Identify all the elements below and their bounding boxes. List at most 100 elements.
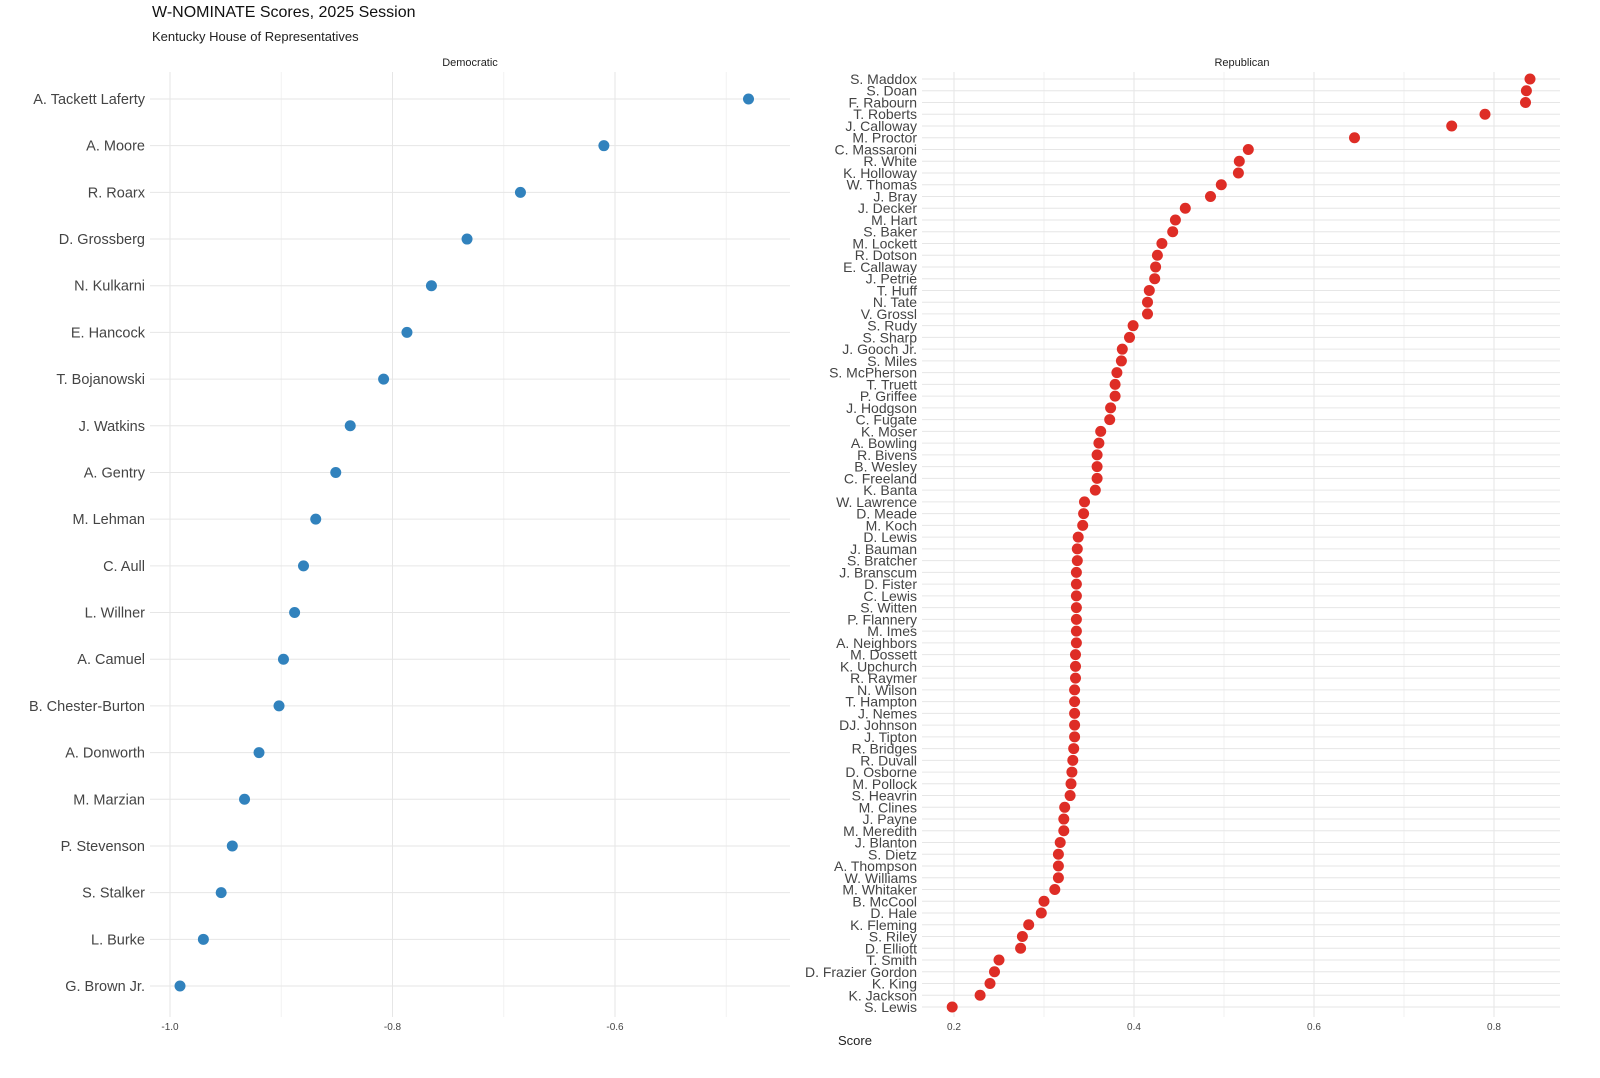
score-point xyxy=(1093,437,1105,449)
score-point xyxy=(993,954,1005,966)
score-point xyxy=(1151,249,1163,261)
legislator-name-label: D. Hale xyxy=(870,905,917,921)
score-point xyxy=(1349,132,1360,144)
score-point xyxy=(1069,696,1081,708)
legislator-name-label: S. Bratcher xyxy=(847,553,917,569)
legislator-name-label: D. Meade xyxy=(856,506,917,522)
score-point xyxy=(1070,578,1082,590)
score-point xyxy=(215,887,227,899)
score-point xyxy=(1069,719,1081,731)
score-point xyxy=(1115,355,1127,367)
score-point xyxy=(1070,590,1082,602)
legislator-name-label: A. Tackett Laferty xyxy=(33,92,146,108)
legislator-name-label: M. Whitaker xyxy=(842,882,917,898)
legislator-name-label: M. Marzian xyxy=(73,792,145,808)
legislator-name-label: M. Lockett xyxy=(852,235,917,251)
score-point xyxy=(1167,226,1179,238)
score-point xyxy=(598,140,610,152)
score-point xyxy=(1054,837,1066,849)
legislator-name-label: T. Truett xyxy=(866,376,917,392)
score-point xyxy=(310,513,322,525)
legislator-name-label: C. Fugate xyxy=(856,412,918,428)
legislator-name-label: D. Osborne xyxy=(845,764,917,780)
score-point xyxy=(1105,402,1117,414)
legislator-name-label: K. Holloway xyxy=(843,165,917,181)
legislator-name-label: L. Burke xyxy=(91,932,145,948)
score-point xyxy=(1104,414,1116,426)
score-point xyxy=(1052,872,1064,884)
legislator-name-label: J. Hodgson xyxy=(846,400,917,416)
legislator-name-label: S. Sharp xyxy=(863,329,918,345)
score-point xyxy=(1142,296,1153,308)
legislator-name-label: B. McCool xyxy=(852,893,917,909)
legislator-name-label: T. Huff xyxy=(877,282,917,298)
score-point xyxy=(1091,472,1103,484)
legislator-name-label: S. Witten xyxy=(860,600,917,616)
legislator-name-label: A. Donworth xyxy=(65,746,145,762)
legislator-name-label: J. Decker xyxy=(858,200,917,216)
score-point xyxy=(1520,85,1532,97)
x-tick-label: 0.6 xyxy=(1307,1022,1321,1033)
legislator-name-label: J. Gooch Jr. xyxy=(842,341,917,357)
legislator-name-label: E. Hancock xyxy=(71,325,146,341)
legislator-name-label: D. Elliott xyxy=(865,940,917,956)
legislator-name-label: J. Bauman xyxy=(850,541,917,557)
score-point xyxy=(1232,167,1244,179)
legislator-name-label: R. Duvall xyxy=(860,752,917,768)
score-point xyxy=(1052,848,1064,860)
score-point xyxy=(1446,120,1458,132)
score-point xyxy=(1058,813,1070,825)
x-tick-label: -1.0 xyxy=(161,1022,179,1033)
score-point xyxy=(1069,684,1081,696)
score-point xyxy=(197,933,209,945)
score-point xyxy=(1091,461,1103,473)
score-point xyxy=(1065,778,1077,790)
legislator-name-label: G. Brown Jr. xyxy=(65,979,145,995)
score-point xyxy=(1215,179,1227,191)
legislator-name-label: T. Smith xyxy=(866,952,917,968)
legislator-name-label: E. Callaway xyxy=(843,259,917,275)
legislator-name-label: R. Bivens xyxy=(857,447,917,463)
score-point xyxy=(239,793,251,805)
score-point xyxy=(1156,237,1168,249)
score-point xyxy=(1149,273,1161,285)
score-point xyxy=(1070,660,1081,672)
legislator-name-label: S. Baker xyxy=(863,224,917,240)
score-point xyxy=(378,373,390,385)
legislator-name-label: D. Lewis xyxy=(863,529,917,545)
legislator-name-label: W. Thomas xyxy=(846,177,917,193)
legislator-name-label: N. Wilson xyxy=(857,682,917,698)
legislator-name-label: D. Fister xyxy=(864,576,917,592)
score-point xyxy=(1069,707,1081,719)
legislator-name-label: P. Flannery xyxy=(847,611,917,627)
legislator-name-label: J. Payne xyxy=(863,811,918,827)
score-point xyxy=(1089,484,1101,496)
legislator-name-label: C. Aull xyxy=(103,559,145,575)
score-point xyxy=(289,607,301,619)
x-tick-label: 0.4 xyxy=(1127,1022,1141,1033)
legislator-name-label: S. Rudy xyxy=(867,318,917,334)
score-point xyxy=(1069,731,1081,743)
legislator-name-label: A. Gentry xyxy=(84,465,146,481)
chart-subtitle: Kentucky House of Representatives xyxy=(152,29,359,44)
legislator-name-label: M. Pollock xyxy=(852,776,918,792)
score-point xyxy=(946,1001,958,1013)
score-point xyxy=(1179,202,1191,214)
legislator-name-label: T. Bojanowski xyxy=(56,372,145,388)
score-point xyxy=(1079,496,1090,508)
legislator-name-label: W. Lawrence xyxy=(836,494,917,510)
panel-strip-label: Republican xyxy=(1214,57,1269,69)
legislator-name-label: S. Heavrin xyxy=(852,788,917,804)
legislator-name-label: J. Bray xyxy=(873,188,917,204)
legislator-name-label: B. Wesley xyxy=(854,459,917,475)
legislator-name-label: S. Stalker xyxy=(82,886,145,902)
score-point xyxy=(1078,508,1090,520)
score-point xyxy=(1064,790,1076,802)
legislator-name-label: S. Miles xyxy=(867,353,917,369)
score-point xyxy=(1124,331,1135,343)
legislator-name-label: L. Willner xyxy=(85,606,146,622)
x-axis-label: Score xyxy=(838,1033,872,1048)
score-point xyxy=(989,966,1000,978)
score-point xyxy=(1233,155,1245,167)
score-point xyxy=(461,233,473,245)
